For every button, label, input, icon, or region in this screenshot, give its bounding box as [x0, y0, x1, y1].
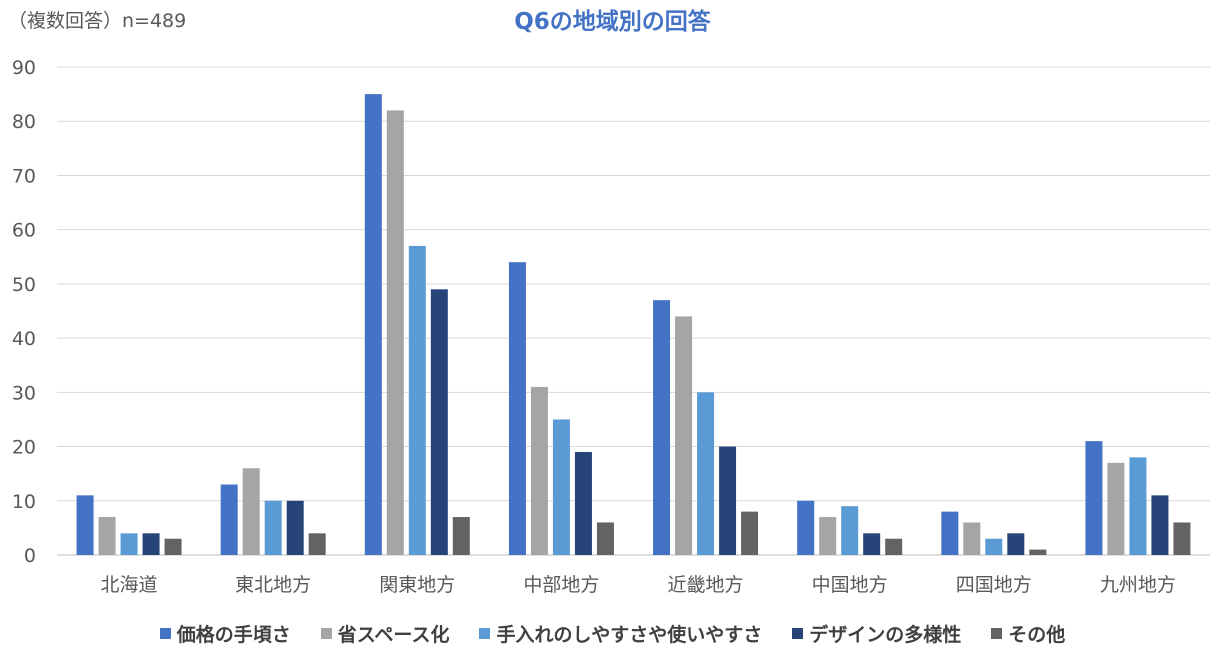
- x-tick-label: 近畿地方: [668, 574, 744, 596]
- sample-note: （複数回答）n=489: [8, 10, 187, 32]
- chart-title: Q6の地域別の回答: [514, 9, 711, 35]
- bar: [530, 386, 548, 555]
- y-tick-label: 50: [12, 274, 36, 296]
- x-tick-label: 東北地方: [235, 574, 311, 596]
- legend-item: その他: [991, 620, 1065, 647]
- y-tick-label: 10: [12, 491, 36, 513]
- legend-swatch: [991, 628, 1003, 639]
- bar: [120, 533, 138, 555]
- bar: [885, 538, 903, 555]
- bar: [142, 533, 160, 555]
- bar: [797, 500, 815, 555]
- bar: [1107, 462, 1125, 555]
- bar: [308, 533, 326, 555]
- bar: [697, 392, 715, 555]
- bar: [1029, 549, 1047, 555]
- bar: [1151, 495, 1169, 555]
- bar: [1173, 522, 1191, 555]
- bar: [985, 538, 1003, 555]
- y-tick-label: 40: [12, 328, 36, 350]
- legend-label: デザインの多様性: [809, 624, 962, 646]
- bar: [675, 316, 693, 555]
- bar: [76, 495, 94, 555]
- chart-legend: 価格の手頃さ 省スペース化 手入れのしやすさや使いやすさ デザインの多様性 その他: [0, 620, 1225, 647]
- legend-swatch: [159, 628, 171, 639]
- bar: [1129, 457, 1147, 555]
- bar: [264, 500, 282, 555]
- y-tick-label: 80: [12, 111, 36, 133]
- legend-label: 手入れのしやすさや使いやすさ: [496, 624, 763, 646]
- legend-item: 価格の手頃さ: [159, 620, 291, 647]
- bar: [408, 245, 426, 555]
- x-tick-label: 中国地方: [812, 574, 888, 596]
- bar: [364, 94, 382, 555]
- bar: [941, 511, 959, 555]
- x-tick-label: 北海道: [101, 574, 158, 596]
- x-tick-label: 中部地方: [523, 574, 599, 596]
- y-tick-label: 60: [12, 220, 36, 242]
- legend-label: その他: [1008, 624, 1066, 646]
- bar: [741, 511, 759, 555]
- bar: [1085, 441, 1103, 555]
- legend-label: 省スペース化: [337, 624, 450, 646]
- x-tick-label: 四国地方: [956, 574, 1032, 596]
- y-tick-label: 90: [12, 57, 36, 79]
- y-tick-label: 70: [12, 165, 36, 187]
- legend-item: デザインの多様性: [792, 620, 961, 647]
- legend-swatch: [479, 628, 491, 639]
- y-tick-label: 20: [12, 437, 36, 459]
- legend-swatch: [320, 628, 332, 639]
- y-tick-label: 30: [12, 382, 36, 404]
- legend-label: 価格の手頃さ: [176, 624, 291, 646]
- bar: [452, 517, 470, 555]
- bar: [863, 533, 881, 555]
- y-tick-label: 0: [24, 545, 36, 567]
- bar: [220, 484, 238, 555]
- bar: [98, 517, 116, 555]
- bar: [653, 300, 671, 555]
- bar: [164, 538, 182, 555]
- bar: [819, 517, 837, 555]
- legend-item: 手入れのしやすさや使いやすさ: [479, 620, 762, 647]
- bar: [1007, 533, 1025, 555]
- legend-swatch: [792, 628, 804, 639]
- bar: [841, 506, 859, 555]
- bar: [430, 289, 448, 555]
- bar: [719, 446, 737, 555]
- bar: [386, 110, 404, 555]
- bar: [574, 451, 592, 555]
- bar: [596, 522, 614, 555]
- bar: [552, 419, 570, 555]
- bar: [963, 522, 981, 555]
- x-tick-label: 関東地方: [379, 574, 455, 596]
- legend-item: 省スペース化: [320, 620, 450, 647]
- bar: [286, 500, 304, 555]
- bar: [508, 262, 526, 555]
- bar: [242, 468, 260, 555]
- x-tick-label: 九州地方: [1100, 574, 1176, 596]
